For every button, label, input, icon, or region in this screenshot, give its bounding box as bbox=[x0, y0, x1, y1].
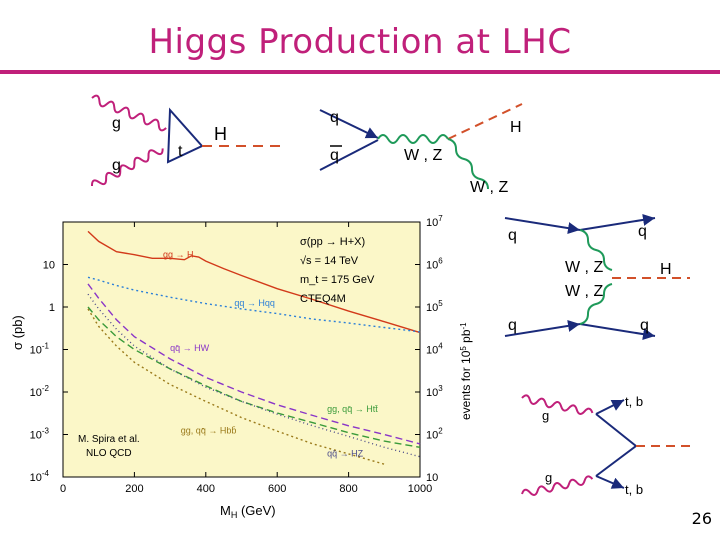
series-label-1: qq → Hqq bbox=[234, 298, 275, 308]
vbf-quark-in-top bbox=[504, 217, 581, 235]
tth-out-top: t, b bbox=[625, 394, 643, 409]
vbf-boson-top-label: W , Z bbox=[565, 259, 603, 276]
gluon-line-bottom bbox=[90, 148, 164, 187]
page-number: 26 bbox=[691, 509, 712, 528]
wz-label: W , Z bbox=[404, 147, 442, 164]
vbf-boson-bottom-label: W , Z bbox=[565, 283, 603, 300]
g-label-bottom: g bbox=[112, 157, 121, 174]
vbf-quark-in-bottom bbox=[504, 319, 581, 337]
vbf-diagram: q q W , Z W , Z H q q bbox=[504, 213, 690, 341]
series-label-2: qq̄ → HW bbox=[170, 343, 210, 353]
tth-gluon-top bbox=[521, 394, 594, 415]
vbf-boson-top bbox=[579, 229, 613, 271]
series-line-4 bbox=[87, 308, 385, 465]
vbf-boson-bottom bbox=[579, 283, 613, 325]
y2-tick-label: 10 bbox=[426, 472, 438, 484]
higgs-label-2: H bbox=[510, 119, 522, 136]
y2-tick-label: 107 bbox=[426, 214, 443, 229]
vbf-quark-out-top bbox=[579, 213, 656, 231]
series-line-1 bbox=[87, 276, 421, 333]
top-loop bbox=[166, 107, 204, 164]
y2-tick-label: 105 bbox=[426, 299, 443, 314]
series-line-2 bbox=[87, 283, 421, 445]
series-labels: gg → H qq → Hqq qq̄ → HW gg, qq̄ → Htt̄ gg, … bbox=[163, 250, 378, 459]
y-tick-label: 10-2 bbox=[30, 384, 50, 399]
x-tick-label: 600 bbox=[268, 483, 286, 495]
tth-out-bottom: t, b bbox=[625, 482, 643, 497]
y-ticks: 10 1 10-1 10-2 10-3 10-4 bbox=[30, 260, 68, 484]
vbf-q-in-bottom: q bbox=[508, 317, 517, 334]
vbf-q-out-bottom: q bbox=[640, 317, 649, 334]
vbf-higgs-label: H bbox=[660, 261, 672, 278]
higgs-label-1: H bbox=[214, 124, 227, 144]
series-line-5 bbox=[87, 293, 421, 458]
annotation-credit1: M. Spira et al. bbox=[78, 434, 140, 445]
series-label-5: qq̄ → HZ bbox=[327, 449, 364, 459]
slide-title: Higgs Production at LHC bbox=[148, 22, 572, 62]
y2-axis-label: events for 105 pb-1 bbox=[459, 322, 473, 420]
gluon-fusion-diagram: g g t H bbox=[90, 94, 280, 187]
gluon-line-top bbox=[91, 94, 167, 132]
x-tick-label: 0 bbox=[60, 483, 66, 495]
quark-line-in-top bbox=[319, 109, 379, 139]
title-rule bbox=[0, 70, 720, 74]
y2-tick-label: 104 bbox=[426, 342, 443, 357]
y-tick-label: 10-1 bbox=[30, 342, 50, 357]
y-tick-label: 10-4 bbox=[30, 469, 50, 484]
vbf-quark-out-bottom bbox=[579, 323, 656, 341]
cross-section-chart: 0 200 400 600 800 1000 10 1 10-1 10-2 10-3 10-4 10… bbox=[10, 214, 473, 520]
tth-diagram: g g t, b t, b bbox=[521, 394, 690, 497]
wz-propagator bbox=[377, 134, 449, 144]
tth-quark-mid-top bbox=[595, 413, 637, 447]
y-tick-label: 10 bbox=[43, 260, 55, 272]
series-layer bbox=[87, 230, 421, 465]
x-tick-label: 1000 bbox=[408, 483, 432, 495]
tth-quark-out-bottom bbox=[595, 475, 625, 489]
q-label-top: q bbox=[330, 109, 339, 126]
series-line-0 bbox=[87, 230, 421, 334]
higgsstrahlung-diagram: q q W , Z H W , Z bbox=[319, 103, 523, 196]
x-axis-label: MH (GeV) bbox=[220, 503, 276, 520]
annotation-pdf: CTEQ4M bbox=[300, 293, 346, 305]
x-ticks: 0 200 400 600 800 1000 bbox=[60, 222, 432, 495]
x-tick-label: 800 bbox=[339, 483, 357, 495]
y2-ticks: 107 106 105 104 103 102 10 bbox=[415, 214, 443, 484]
x-tick-label: 400 bbox=[197, 483, 215, 495]
wz-outgoing bbox=[447, 138, 489, 190]
y2-tick-label: 102 bbox=[426, 427, 443, 442]
annotation-energy: √s = 14 TeV bbox=[300, 255, 359, 267]
annotation-process: σ(pp → H+X) bbox=[300, 236, 365, 248]
t-loop-label: t bbox=[178, 143, 183, 160]
plot-area bbox=[62, 221, 421, 478]
x-tick-label: 200 bbox=[125, 483, 143, 495]
y-axis-label: σ (pb) bbox=[10, 315, 25, 350]
tth-quark-out-top bbox=[595, 399, 625, 415]
annotation-credit2: NLO QCD bbox=[86, 448, 132, 459]
quark-line-in-bottom bbox=[319, 139, 379, 171]
series-line-3 bbox=[87, 306, 421, 448]
vbf-q-in-top: q bbox=[508, 227, 517, 244]
tth-gluon-bottom bbox=[521, 475, 594, 496]
y-tick-label: 10-3 bbox=[30, 427, 50, 442]
y2-tick-label: 103 bbox=[426, 384, 443, 399]
series-label-0: gg → H bbox=[163, 250, 194, 260]
y-tick-label: 1 bbox=[49, 302, 55, 314]
higgs-line-2 bbox=[447, 103, 523, 140]
tth-g-bottom: g bbox=[545, 470, 552, 485]
tth-quark-mid-bottom bbox=[595, 445, 637, 477]
vbf-q-out-top: q bbox=[638, 223, 647, 240]
tth-g-top: g bbox=[542, 408, 549, 423]
annotation-mass: m_t = 175 GeV bbox=[300, 274, 375, 286]
q-label-bottom: q bbox=[330, 147, 339, 164]
y2-tick-label: 106 bbox=[426, 257, 443, 272]
g-label-top: g bbox=[112, 115, 121, 132]
series-label-4: gg, qq̄ → Hbb̄ bbox=[181, 426, 237, 436]
series-label-3: gg, qq̄ → Htt̄ bbox=[327, 404, 378, 414]
wz-out-label: W , Z bbox=[470, 179, 508, 196]
